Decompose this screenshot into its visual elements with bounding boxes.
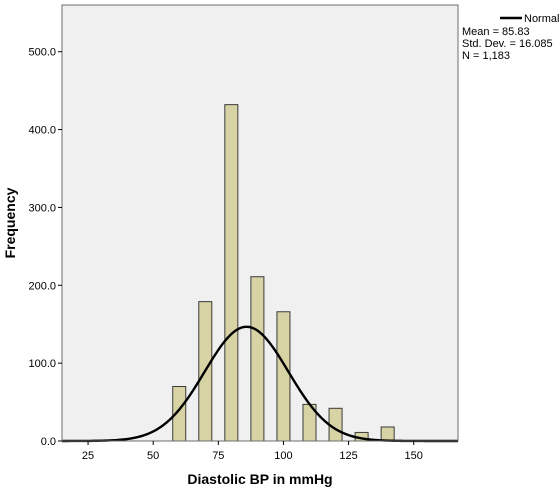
plot-frame	[61, 4, 459, 442]
axes-layer: 0.0 100.0 200.0 300.0 400.0 500.0 25 50 75 100 125…	[28, 47, 422, 462]
y-tick-label: 200.0	[28, 280, 56, 292]
legend-std-dev: Std. Dev. = 16.085	[462, 38, 553, 50]
histogram-bar	[276, 311, 291, 442]
histogram-bar	[250, 276, 265, 442]
x-tick-label: 25	[82, 450, 94, 462]
x-tick-label: 125	[339, 450, 357, 462]
y-tick-label: 400.0	[28, 125, 56, 137]
y-tick-label: 500.0	[28, 47, 56, 59]
legend-normal-label: Normal	[524, 13, 559, 25]
y-tick-label: 0.0	[41, 436, 56, 448]
y-axis-title: Frequency	[2, 187, 18, 258]
y-tick-label: 300.0	[28, 202, 56, 214]
y-tick-label: 100.0	[28, 358, 56, 370]
x-tick-label: 150	[405, 450, 423, 462]
x-tick-label: 75	[212, 450, 224, 462]
x-axis-title: Diastolic BP in mmHg	[187, 471, 332, 487]
histogram-bar	[224, 104, 239, 442]
histogram-bar	[380, 426, 395, 442]
x-tick-label: 100	[274, 450, 292, 462]
legend: Normal Mean = 85.83 Std. Dev. = 16.085 N…	[462, 13, 559, 62]
legend-n: N = 1,183	[462, 50, 510, 62]
legend-mean: Mean = 85.83	[462, 26, 530, 38]
x-tick-label: 50	[147, 450, 159, 462]
